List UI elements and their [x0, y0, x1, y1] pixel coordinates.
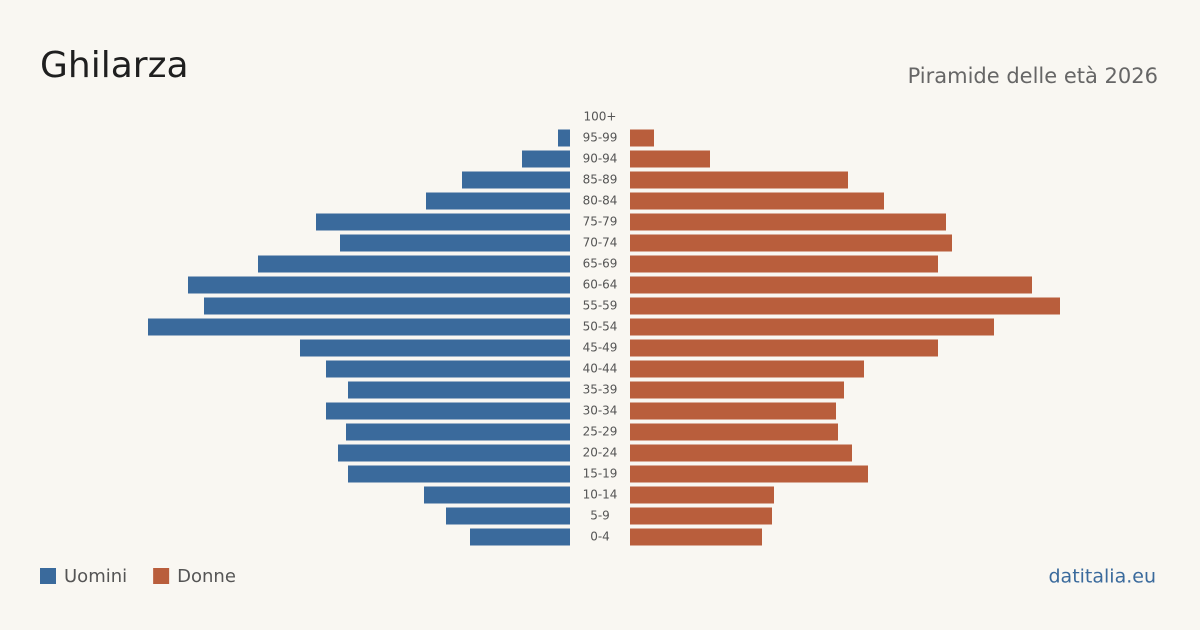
age-label: 100+ [584, 110, 617, 124]
age-label: 95-99 [583, 131, 618, 145]
bar [630, 423, 838, 441]
age-label: 0-4 [590, 530, 610, 544]
bar [630, 360, 864, 378]
bar [340, 234, 570, 252]
bar [630, 507, 772, 525]
bar [558, 129, 570, 147]
bar [426, 192, 570, 210]
age-label: 45-49 [583, 341, 618, 355]
chart-title: Ghilarza [40, 45, 189, 86]
bar [316, 213, 570, 231]
age-label: 55-59 [583, 299, 618, 313]
bar [300, 339, 570, 357]
bar [630, 318, 994, 336]
bar [630, 528, 762, 546]
legend-label: Uomini [64, 566, 127, 587]
bar [630, 297, 1060, 315]
age-label: 50-54 [583, 320, 618, 334]
bar [326, 402, 570, 420]
bar [630, 339, 938, 357]
bar [630, 192, 884, 210]
age-label: 5-9 [590, 509, 610, 523]
age-label: 65-69 [583, 257, 618, 271]
bar [630, 234, 952, 252]
age-label: 10-14 [583, 488, 618, 502]
bar [258, 255, 570, 273]
bar [446, 507, 570, 525]
bar [630, 150, 710, 168]
bar [470, 528, 570, 546]
bar [424, 486, 570, 504]
bar [630, 381, 844, 399]
bar [148, 318, 570, 336]
bar [326, 360, 570, 378]
age-label: 80-84 [583, 194, 618, 208]
bar [630, 129, 654, 147]
age-label: 25-29 [583, 425, 618, 439]
bar [630, 171, 848, 189]
age-label: 60-64 [583, 278, 618, 292]
age-label: 30-34 [583, 404, 618, 418]
age-label: 40-44 [583, 362, 618, 376]
bar [630, 255, 938, 273]
bar [188, 276, 570, 294]
age-label: 75-79 [583, 215, 618, 229]
legend-swatch [153, 568, 170, 584]
bar [630, 276, 1032, 294]
age-label: 15-19 [583, 467, 618, 481]
bar [630, 465, 868, 483]
age-label: 90-94 [583, 152, 618, 166]
bar [338, 444, 570, 462]
chart-subtitle: Piramide delle età 2026 [908, 64, 1158, 88]
bar [348, 465, 570, 483]
age-label: 35-39 [583, 383, 618, 397]
bar [204, 297, 570, 315]
bar [630, 486, 774, 504]
legend-swatch [40, 568, 56, 584]
age-label: 20-24 [583, 446, 618, 460]
bar [630, 444, 852, 462]
source: datitalia.eu [1049, 566, 1157, 588]
bar [346, 423, 570, 441]
bar [630, 213, 946, 231]
age-label: 70-74 [583, 236, 618, 250]
bar [630, 402, 836, 420]
legend-label: Donne [177, 566, 236, 587]
bar [462, 171, 570, 189]
bar [348, 381, 570, 399]
age-label: 85-89 [583, 173, 618, 187]
bar [522, 150, 570, 168]
